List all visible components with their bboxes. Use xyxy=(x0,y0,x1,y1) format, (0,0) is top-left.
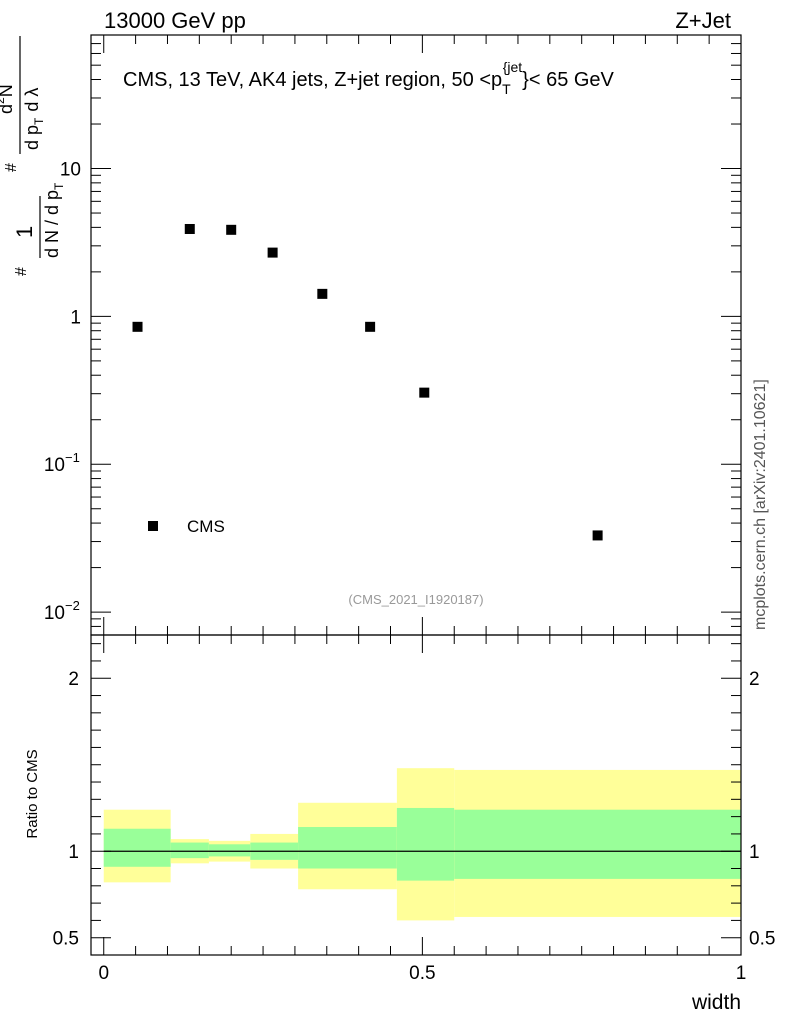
watermark: mcplots.cern.ch [arXiv:2401.10621] xyxy=(752,379,769,630)
xtick-label: 0.5 xyxy=(409,963,435,984)
ratio-ytick-label-left: 1 xyxy=(68,842,79,863)
ylabel-denom: d N / d pT xyxy=(42,182,66,258)
ylabel-one: 1 xyxy=(12,226,37,238)
ratio-ytick-label-right: 0.5 xyxy=(749,929,775,950)
main-ylabel: # 1 d N / d pT # d2N d pTd λ xyxy=(0,36,66,276)
plot-title-tail: }< 65 GeV xyxy=(522,69,614,91)
main-axis-ticks xyxy=(91,34,742,636)
xtick-label: 1 xyxy=(736,963,747,984)
data-point xyxy=(365,321,376,332)
main-ytick-label-exp: −2 xyxy=(65,598,80,613)
main-ytick-label-base: 10 xyxy=(44,455,65,476)
ratio-axis-ticks xyxy=(91,635,742,955)
ratio-band-inner xyxy=(454,809,741,879)
ylabel-numer: d2N xyxy=(0,84,16,114)
main-ytick-label: 10 xyxy=(60,160,81,181)
plot-title-sub: T xyxy=(502,81,511,97)
data-point xyxy=(132,321,143,332)
data-point xyxy=(184,223,195,234)
ratio-ytick-label-right: 2 xyxy=(749,669,760,690)
ratio-ytick-label-right: 1 xyxy=(749,842,760,863)
plot-title: CMS, 13 TeV, AK4 jets, Z+jet region, 50 … xyxy=(123,59,615,97)
legend-marker xyxy=(148,521,158,531)
ylabel-denom-2: d pTd λ xyxy=(22,88,46,150)
data-point xyxy=(267,247,278,258)
data-point xyxy=(592,530,603,541)
xtick-label: 0 xyxy=(98,963,109,984)
ratio-band-inner xyxy=(103,828,171,867)
ratio-plot-frame xyxy=(90,634,742,956)
main-plot-frame xyxy=(90,34,742,636)
data-point xyxy=(226,224,237,235)
ratio-band-inner xyxy=(170,842,209,859)
legend-label: CMS xyxy=(187,517,225,536)
ratio-bands xyxy=(103,768,741,921)
data-point xyxy=(419,387,430,398)
header-right: Z+Jet xyxy=(675,8,731,33)
ylabel-hash-2: # xyxy=(3,163,20,172)
ratio-band-inner xyxy=(396,807,455,881)
plot-title-main: CMS, 13 TeV, AK4 jets, Z+jet region, 50 … xyxy=(123,69,502,91)
main-ytick-label: 1 xyxy=(70,307,81,328)
xaxis-label: width xyxy=(691,991,741,1014)
ratio-ylabel: Ratio to CMS xyxy=(24,749,41,838)
xtick-labels: 0 0.5 1 xyxy=(98,963,746,984)
ylabel-hash-1: # xyxy=(13,267,30,276)
analysis-id: (CMS_2021_I1920187) xyxy=(348,592,483,607)
ratio-ytick-labels: 2 2 1 1 0.5 0.5 xyxy=(53,669,776,949)
main-ytick-label-base: 10 xyxy=(44,603,65,624)
ratio-ytick-label-left: 2 xyxy=(68,669,79,690)
header-left: 13000 GeV pp xyxy=(104,8,246,33)
data-point xyxy=(317,288,328,299)
ratio-ytick-label-left: 0.5 xyxy=(53,929,79,950)
main-data-points xyxy=(132,223,603,541)
ratio-band-inner xyxy=(208,844,251,857)
main-ytick-label-exp: −1 xyxy=(65,450,80,465)
plot-title-sup: {jet xyxy=(503,59,523,75)
ratio-plot: 2 21 10.5 0.5 0 0.5 1 Ratio to CMS width xyxy=(24,634,776,1014)
ratio-band-inner xyxy=(298,827,397,869)
